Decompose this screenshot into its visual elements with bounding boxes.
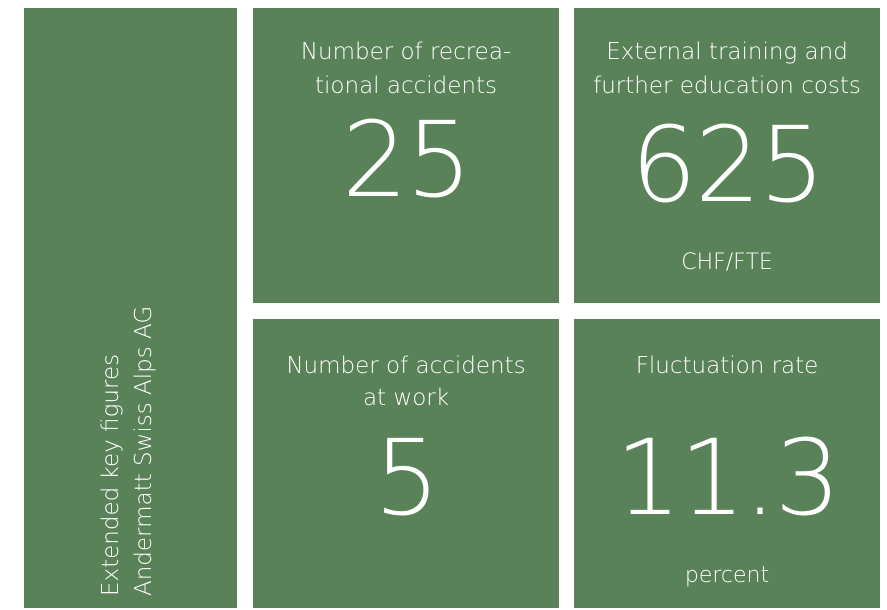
tile-unit: percent xyxy=(684,563,770,588)
tile: Fluctuation rate 11.3 percent xyxy=(574,319,880,608)
tile-title: External training and xyxy=(606,39,848,65)
sidebar: Extended key figures Andermatt Swiss Alp… xyxy=(24,8,237,608)
tile: Number of accidents at work 5 xyxy=(253,319,559,608)
tile-title: Number of recrea- xyxy=(300,39,512,65)
tile-title: tional accidents xyxy=(315,73,497,99)
tile: External training and further education … xyxy=(574,8,880,303)
tile-title: Fluctuation rate xyxy=(635,353,819,379)
tile-title: at work xyxy=(362,385,450,411)
tile-value: 11.3 xyxy=(615,417,841,539)
tile-value: 5 xyxy=(373,417,440,539)
tile-unit: CHF/FTE xyxy=(681,250,773,275)
tile-title: Number of accidents xyxy=(286,353,526,379)
tile: Number of recrea- tional accidents 25 xyxy=(253,8,559,303)
tile-title: further education costs xyxy=(593,73,861,99)
tile-value: 625 xyxy=(630,104,826,226)
sidebar-text: Extended key figures Andermatt Swiss Alp… xyxy=(24,8,237,608)
tile-value: 25 xyxy=(341,99,472,221)
sidebar-line: Andermatt Swiss Alps AG xyxy=(131,305,157,596)
sidebar-line: Extended key figures xyxy=(98,353,124,596)
